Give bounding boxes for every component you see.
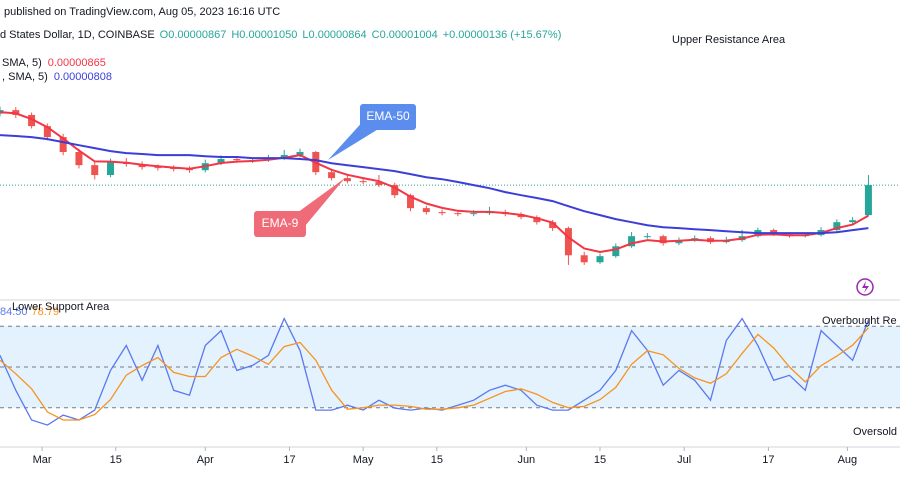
candle-body <box>233 159 241 161</box>
candle-body <box>407 195 415 209</box>
candle-body <box>375 182 383 186</box>
x-tick-label: Jun <box>517 454 535 466</box>
x-tick-label: 15 <box>431 454 443 466</box>
legend-name: SMA, 5) <box>2 57 42 69</box>
ohlc-high: H0.00001050 <box>231 29 297 41</box>
candle-body <box>864 185 872 216</box>
osc-value: 78.79 <box>32 306 60 318</box>
candle-body <box>422 208 430 213</box>
candle-body <box>91 165 99 176</box>
alert-icon-bolt <box>862 281 869 293</box>
price-panel: SMA, 5) 0.00000865, SMA, 5) 0.00000808 <box>0 57 900 265</box>
candle-body <box>454 213 462 215</box>
candle-body <box>328 172 336 179</box>
time-axis: Mar 15 Apr 17 May 15 Jun 15 Jul 17 Aug <box>33 447 858 466</box>
ema50-label: EMA-50 <box>366 109 410 123</box>
ohlc-low: L0.00000864 <box>302 29 366 41</box>
candle-body <box>217 159 225 164</box>
callout-box <box>254 211 306 237</box>
x-tick-label: 15 <box>110 454 122 466</box>
x-tick-label: 17 <box>283 454 295 466</box>
symbol: d States Dollar, 1D, COINBASE <box>0 29 155 41</box>
x-tick-label: Mar <box>33 454 52 466</box>
x-tick-label: Jul <box>677 454 691 466</box>
candle-body <box>391 185 399 196</box>
indicator-line <box>0 134 869 235</box>
legend-name: , SMA, 5) <box>2 71 48 83</box>
candle-body <box>849 220 857 223</box>
overbought-label: Overbought Re <box>822 315 897 327</box>
support-label: Lower Support Area <box>12 301 110 313</box>
candle-body <box>659 236 667 244</box>
candle-body <box>43 126 51 138</box>
candle-body <box>596 256 604 263</box>
candle-body <box>343 178 351 182</box>
x-tick-label: Aug <box>838 454 858 466</box>
oversold-label: Oversold <box>853 426 897 438</box>
resistance-label: Upper Resistance Area <box>672 34 786 46</box>
published: published on TradingView.com, Aug 05, 20… <box>4 6 280 18</box>
candle-body <box>833 222 841 231</box>
ohlc-change: +0.00000136 (+15.67%) <box>443 29 562 41</box>
candle-body <box>628 236 636 247</box>
x-tick-label: May <box>353 454 374 466</box>
callout-box <box>360 104 416 130</box>
legend-value: 0.00000808 <box>54 71 112 83</box>
ohlc-open: O0.00000867 <box>160 29 227 41</box>
candle-body <box>438 212 446 214</box>
candle-body <box>533 217 541 223</box>
ohlc-header: d States Dollar, 1D, COINBASE O0.0000086… <box>0 29 561 41</box>
candle-body <box>107 162 115 176</box>
candle-body <box>549 222 557 229</box>
candle-body <box>296 151 304 156</box>
candle-body <box>59 137 67 152</box>
x-tick-label: 15 <box>594 454 606 466</box>
candle-body <box>580 255 588 263</box>
candle-body <box>643 236 651 238</box>
candle-body <box>75 151 83 166</box>
osc-value: 84.50 <box>0 306 28 318</box>
indicator-line <box>0 111 869 254</box>
candle-body <box>564 228 572 256</box>
candle-body <box>359 181 367 183</box>
ema9-label: EMA-9 <box>262 216 299 230</box>
ohlc-close: C0.00001004 <box>372 29 438 41</box>
x-tick-label: 17 <box>762 454 774 466</box>
candle-body <box>154 167 162 169</box>
legend-value: 0.00000865 <box>48 57 106 69</box>
candle-body <box>280 155 288 159</box>
candle-body <box>470 213 478 215</box>
candle-body <box>612 246 620 257</box>
oscillator-line <box>0 327 869 421</box>
x-tick-label: Apr <box>197 454 214 466</box>
candle-body <box>28 114 36 127</box>
